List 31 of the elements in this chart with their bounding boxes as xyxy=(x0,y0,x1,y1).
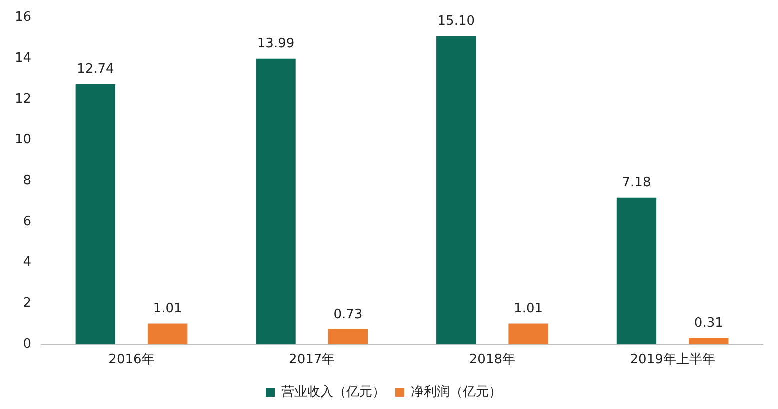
data-label: 0.73 xyxy=(334,307,363,322)
y-tick-label: 16 xyxy=(14,10,32,26)
x-tick-label: 2019年上半年 xyxy=(630,352,716,368)
bar xyxy=(616,198,657,344)
data-label: 7.18 xyxy=(622,176,652,191)
y-tick-label: 12 xyxy=(14,92,32,107)
legend-label: 净利润（亿元） xyxy=(411,384,502,400)
y-tick-label: 10 xyxy=(14,132,32,148)
data-label: 12.74 xyxy=(77,62,114,78)
y-tick-label: 6 xyxy=(23,214,32,230)
data-label: 15.10 xyxy=(438,14,475,30)
y-tick-label: 2 xyxy=(23,296,32,311)
bar xyxy=(689,338,729,344)
y-tick-label: 0 xyxy=(23,336,32,352)
x-tick-label: 2017年 xyxy=(289,352,336,368)
y-tick-label: 8 xyxy=(23,173,32,188)
x-tick-label: 2016年 xyxy=(108,352,155,368)
y-tick-label: 4 xyxy=(23,255,32,270)
data-label: 0.31 xyxy=(694,316,724,331)
data-label: 1.01 xyxy=(514,302,544,317)
x-tick-label: 2018年 xyxy=(469,352,516,368)
data-label: 13.99 xyxy=(257,36,295,52)
data-label: 1.01 xyxy=(153,302,182,317)
bar xyxy=(328,330,368,344)
bar xyxy=(256,58,296,344)
y-tick-label: 14 xyxy=(14,51,32,66)
bar xyxy=(76,84,116,344)
bar xyxy=(508,324,548,344)
bar xyxy=(436,36,476,344)
legend-label: 营业收入（亿元） xyxy=(282,384,386,400)
bar xyxy=(148,324,188,344)
